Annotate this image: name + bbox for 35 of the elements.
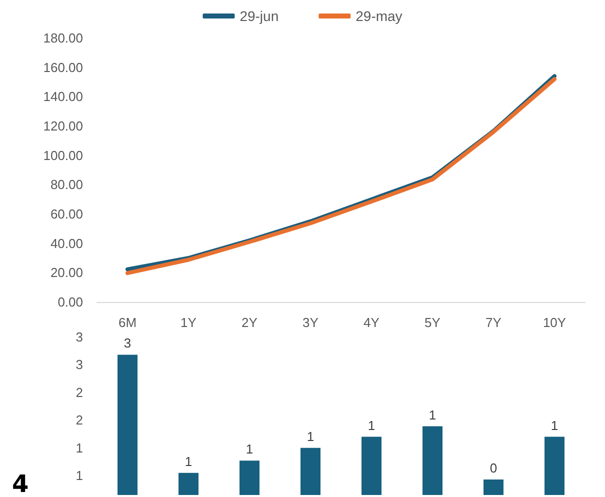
y-tick-label: 40.00 [50, 236, 83, 251]
data-label: 1 [184, 454, 192, 469]
y-tick-label: 20.00 [50, 265, 83, 280]
y-tick-label: 1 [76, 468, 83, 484]
data-label: 1 [428, 407, 436, 422]
y-tick-label: 140.00 [43, 89, 83, 104]
y-tick-label: 0.00 [58, 294, 83, 310]
data-label: 1 [306, 428, 314, 444]
x-tick-label: 7Y [486, 315, 502, 330]
x-tick-label: 1Y [180, 315, 197, 330]
x-tick-label: 5Y [424, 315, 441, 330]
legend-label: 29-may [356, 8, 402, 24]
y-tick-label: 160.00 [43, 60, 83, 75]
data-label: 1 [550, 418, 558, 433]
x-tick-label: 6M [118, 315, 137, 330]
data-label: 1 [246, 442, 254, 457]
y-tick-label: 3 [76, 330, 83, 344]
y-tick-label: 80.00 [50, 177, 83, 192]
x-tick-label: 10Y [542, 315, 566, 330]
x-tick-label: 3Y [302, 315, 319, 330]
x-tick-label: 4Y [364, 315, 380, 330]
y-tick-label: 2 [76, 384, 83, 400]
y-tick-label: 100.00 [43, 148, 83, 163]
legend-label: 29-jun [240, 8, 279, 24]
text: 4 [12, 470, 29, 497]
data-label: 0 [490, 460, 498, 476]
data-label: 1 [368, 418, 376, 433]
y-tick-label: 3 [76, 357, 83, 372]
y-tick-label: 60.00 [50, 206, 83, 222]
y-tick-label: 120.00 [43, 118, 83, 134]
y-tick-label: 180.00 [43, 30, 83, 46]
data-label: 3 [124, 336, 132, 351]
x-tick-label: 2Y [242, 315, 258, 330]
y-tick-label: 1 [76, 440, 83, 456]
y-tick-label: 2 [76, 412, 83, 428]
